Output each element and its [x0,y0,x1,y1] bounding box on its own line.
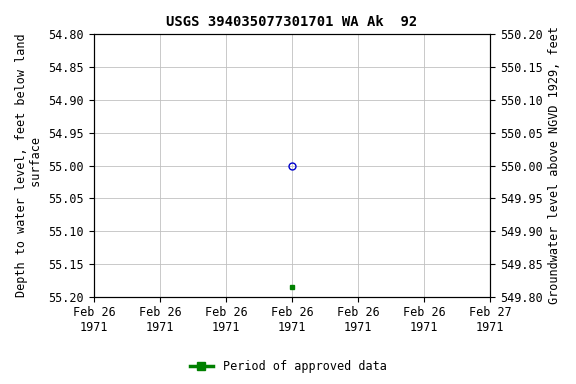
Y-axis label: Depth to water level, feet below land
 surface: Depth to water level, feet below land su… [15,34,43,297]
Y-axis label: Groundwater level above NGVD 1929, feet: Groundwater level above NGVD 1929, feet [548,26,561,305]
Title: USGS 394035077301701 WA Ak  92: USGS 394035077301701 WA Ak 92 [166,15,418,29]
Legend: Period of approved data: Period of approved data [185,356,391,378]
